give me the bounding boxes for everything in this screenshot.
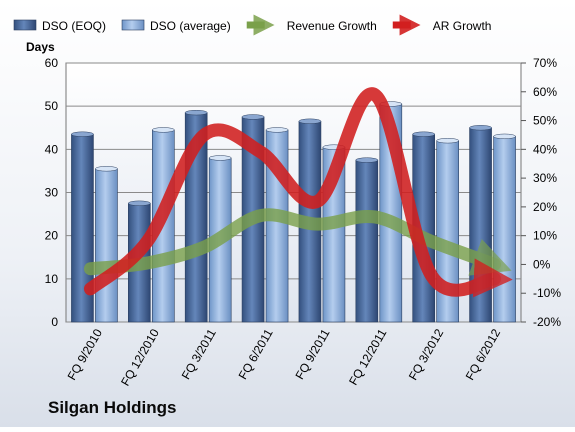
bar-top	[71, 131, 94, 137]
y-tick-label: 50	[45, 99, 59, 113]
y-axis-label: Days	[26, 40, 55, 54]
y2-tick-label: 40%	[533, 142, 557, 156]
bar-top	[152, 127, 175, 133]
y-tick-label: 60	[45, 56, 59, 70]
bar-top	[184, 109, 208, 116]
bar-top	[436, 138, 459, 144]
x-tick-label: FQ 9/2011	[293, 326, 333, 382]
bar-top	[241, 114, 265, 120]
x-tick-label: FQ 12/2010	[118, 326, 162, 388]
y-tick-label: 20	[45, 229, 59, 243]
bar-top	[208, 155, 232, 161]
chart-title: Silgan Holdings	[48, 398, 177, 417]
y-tick-label: 40	[45, 142, 59, 156]
legend-label: DSO (EOQ)	[42, 19, 106, 33]
y2-tick-label: 70%	[533, 56, 557, 70]
legend-swatch	[121, 19, 145, 31]
x-tick-label: FQ 3/2012	[406, 326, 447, 382]
y2-tick-label: -20%	[533, 315, 561, 329]
bar-top	[412, 131, 435, 137]
bar-top	[355, 157, 379, 163]
bar	[493, 136, 516, 323]
x-tick-label: FQ 6/2011	[236, 326, 276, 382]
y-tick-label: 30	[45, 186, 59, 200]
x-tick-label: FQ 9/2010	[65, 326, 106, 382]
bar	[355, 159, 379, 323]
legend-label: Revenue Growth	[287, 19, 377, 33]
bar-top	[95, 166, 118, 172]
legend-label: DSO (average)	[150, 19, 231, 33]
y2-tick-label: 60%	[533, 85, 557, 99]
y2-tick-label: -10%	[533, 286, 561, 300]
legend-label: AR Growth	[433, 19, 492, 33]
legend-swatch	[13, 19, 37, 31]
bar-top	[265, 127, 289, 133]
y2-tick-label: 50%	[533, 114, 557, 128]
bar-top	[298, 118, 322, 124]
bar	[95, 168, 118, 323]
y-tick-label: 0	[51, 315, 58, 329]
y2-tick-label: 20%	[533, 200, 557, 214]
bar-top	[128, 200, 151, 206]
revenue-growth-line	[83, 208, 512, 276]
y-tick-label: 10	[45, 272, 59, 286]
y2-tick-label: 10%	[533, 229, 557, 243]
bar-top	[493, 133, 516, 140]
bar-top	[469, 125, 492, 131]
y2-tick-label: 30%	[533, 171, 557, 185]
x-tick-label: FQ 12/2011	[346, 326, 390, 387]
y2-tick-label: 0%	[533, 257, 551, 271]
x-tick-label: FQ 3/2011	[179, 326, 219, 382]
ar-growth-line	[83, 87, 513, 298]
x-tick-label: FQ 6/2012	[463, 326, 504, 382]
